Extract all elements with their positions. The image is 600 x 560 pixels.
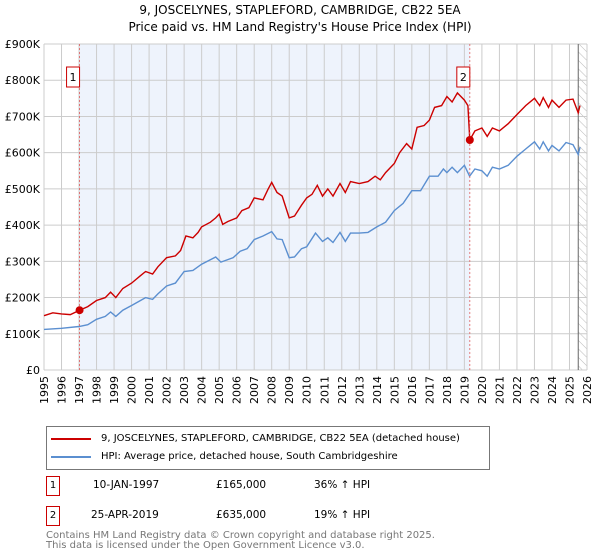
x-tick-label: 2004 [196, 376, 209, 404]
y-tick-label: £600K [5, 147, 41, 160]
y-tick-label: £400K [5, 219, 41, 232]
y-tick-label: £900K [5, 38, 41, 51]
y-tick-label: £500K [5, 183, 41, 196]
shaded-period [79, 44, 470, 370]
x-tick-label: 2012 [336, 376, 349, 404]
y-tick-label: £100K [5, 328, 41, 341]
sale-point [465, 135, 474, 144]
sale-date: 25-APR-2019 [91, 509, 159, 521]
legend-label: HPI: Average price, detached house, Sout… [101, 451, 398, 462]
property-series-line [43, 91, 581, 317]
x-tick-label: 2013 [353, 376, 366, 404]
x-tick-label: 2016 [406, 376, 419, 404]
x-tick-label: 2003 [178, 376, 191, 404]
legend-item-hpi: HPI: Average price, detached house, Sout… [51, 451, 398, 462]
sale-label-box [66, 66, 81, 88]
x-tick-label: 2011 [318, 376, 331, 404]
x-tick-label: 2026 [581, 376, 594, 404]
x-tick-label: 2010 [301, 376, 314, 404]
x-tick-label: 2025 [563, 376, 576, 404]
x-tick-label: 2006 [231, 376, 244, 404]
sale-hpi: 36% ↑ HPI [314, 479, 371, 491]
sale-label: 2 [460, 71, 467, 84]
x-tick-label: 2014 [371, 376, 384, 404]
title-line: 9, JOSCELYNES, STAPLEFORD, CAMBRIDGE, CB… [139, 3, 461, 17]
price-chart: 1995 1996 1997 1998 1999 2000 2001 2002 2003 2004… [5, 38, 594, 404]
sale-hpi: 19% ↑ HPI [314, 509, 371, 521]
x-tick-label: 2024 [546, 376, 559, 404]
x-tick-label: 1998 [91, 376, 104, 404]
x-tick-label: 2015 [388, 376, 401, 404]
sale-point [75, 306, 84, 315]
footer-line: This data is licensed under the Open Gov… [46, 540, 365, 551]
chart-title: 9, JOSCELYNES, STAPLEFORD, CAMBRIDGE, CB… [0, 2, 600, 36]
x-tick-label: 2020 [476, 376, 489, 404]
x-tick-label: 2009 [283, 376, 296, 404]
sale-badge: 2 [46, 506, 60, 526]
footer: Contains HM Land Registry data © Crown c… [46, 531, 435, 551]
sale-label: 1 [70, 71, 77, 84]
x-tick-label: 1996 [56, 376, 69, 404]
x-tick-label: 1999 [108, 376, 121, 404]
sale-price: £635,000 [216, 509, 267, 521]
y-tick-label: £0 [26, 364, 40, 377]
x-tick-label: 2017 [423, 376, 436, 404]
x-tick-label: 2002 [161, 376, 174, 404]
x-tick-label: 2023 [528, 376, 541, 404]
x-tick-label: 2022 [511, 376, 524, 404]
sale-badge: 1 [46, 476, 60, 496]
sale-label-box [456, 66, 471, 88]
subtitle-line: Price paid vs. HM Land Registry's House … [128, 20, 472, 34]
legend-blue-line [51, 455, 91, 458]
footer-line: Contains HM Land Registry data © Crown c… [46, 530, 435, 541]
x-tick-label: 2021 [493, 376, 506, 404]
y-tick-label: £800K [5, 74, 41, 87]
y-tick-label: £300K [5, 255, 41, 268]
y-tick-label: £700K [5, 110, 41, 123]
x-tick-label: 1995 [38, 376, 51, 404]
x-tick-label: 2018 [441, 376, 454, 404]
x-tick-label: 2001 [143, 376, 156, 404]
legend-item-property: 9, JOSCELYNES, STAPLEFORD, CAMBRIDGE, CB… [51, 433, 460, 444]
sale-date: 10-JAN-1997 [93, 479, 160, 491]
legend-label: 9, JOSCELYNES, STAPLEFORD, CAMBRIDGE, CB… [101, 433, 460, 444]
x-tick-label: 2008 [266, 376, 279, 404]
x-tick-label: 2007 [248, 376, 261, 404]
legend-red-line [51, 437, 91, 440]
hpi-series-line [43, 140, 581, 331]
x-tick-label: 2000 [126, 376, 139, 404]
forecast-hatch [578, 44, 587, 370]
sale-price: £165,000 [216, 479, 267, 491]
legend: 9, JOSCELYNES, STAPLEFORD, CAMBRIDGE, CB… [46, 426, 490, 470]
x-tick-label: 2019 [458, 376, 471, 404]
x-tick-label: 2005 [213, 376, 226, 404]
y-tick-label: £200K [5, 292, 41, 305]
x-tick-label: 1997 [73, 376, 86, 404]
